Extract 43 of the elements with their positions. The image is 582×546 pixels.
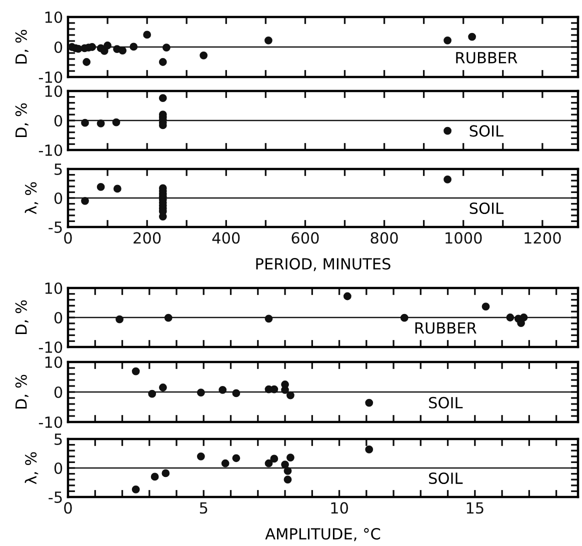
y-tick-label: 0: [54, 312, 62, 324]
y-tick-label: -10: [38, 71, 62, 84]
x-tick-label: 400: [212, 232, 240, 244]
y-axis-title: λ, %: [24, 182, 38, 214]
y-axis-title: D, %: [15, 374, 28, 408]
y-tick-label: 10: [45, 11, 62, 24]
annotation: SOIL: [429, 396, 463, 408]
x-tick-label: 1200: [524, 232, 561, 244]
y-tick-label: 10: [45, 356, 62, 368]
x-tick-label: 800: [370, 232, 398, 244]
annotation: SOIL: [470, 202, 504, 214]
y-tick-label: 0: [54, 386, 62, 398]
annotation: RUBBER: [415, 322, 476, 334]
y-axis-title: λ, %: [24, 452, 38, 484]
y-tick-label: 10: [45, 282, 62, 294]
x-tick-label: 1000: [446, 232, 482, 244]
annotation: SOIL: [470, 125, 504, 137]
y-tick-label: 0: [54, 114, 62, 127]
y-tick-label: -5: [48, 222, 62, 234]
annotation: RUBBER: [456, 52, 518, 64]
x-tick-label: 600: [292, 232, 319, 244]
x-tick-label: 0: [64, 232, 72, 244]
x-tick-label: 200: [134, 232, 161, 244]
y-tick-label: -10: [38, 144, 62, 156]
x-tick-label: 15: [466, 502, 484, 514]
annotation: SOIL: [429, 472, 463, 484]
y-tick-label: 5: [54, 164, 62, 176]
x-tick-label: 0: [64, 502, 72, 514]
y-tick-label: 0: [54, 192, 62, 204]
x-axis-title: AMPLITUDE, °C: [265, 528, 380, 542]
y-axis-title: D, %: [15, 300, 28, 334]
y-axis-title: D, %: [15, 103, 28, 137]
y-tick-label: 0: [54, 41, 62, 54]
y-axis-title: D, %: [15, 30, 28, 64]
y-tick-label: -5: [48, 492, 62, 504]
y-tick-label: -10: [38, 341, 62, 354]
y-tick-label: 5: [54, 434, 62, 446]
x-tick-label: 10: [331, 502, 348, 514]
y-tick-label: 10: [45, 85, 62, 98]
x-tick-label: 5: [200, 502, 208, 514]
x-axis-title: PERIOD, MINUTES: [256, 258, 390, 272]
y-tick-label: 0: [54, 462, 62, 474]
y-tick-label: -10: [38, 416, 62, 428]
